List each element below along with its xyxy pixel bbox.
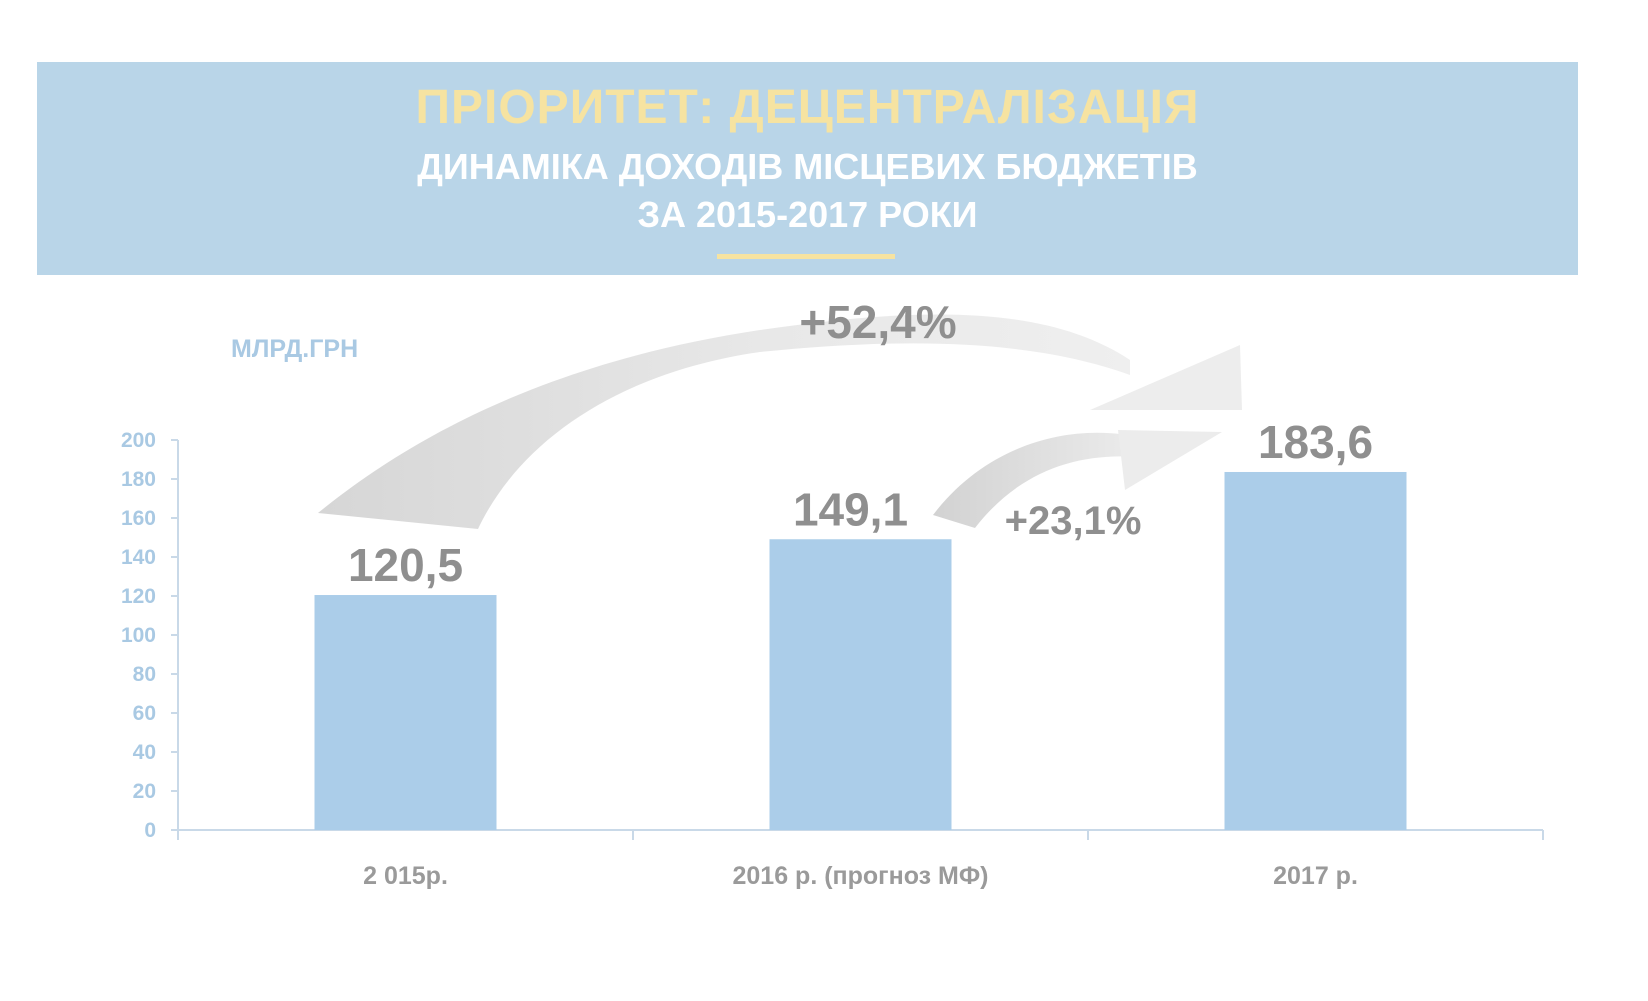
y-tick-label: 140 xyxy=(121,546,156,569)
bar xyxy=(769,539,952,830)
y-tick-label: 40 xyxy=(133,741,156,764)
x-category-label: 2016 р. (прогноз МФ) xyxy=(732,862,988,890)
y-tick-label: 0 xyxy=(144,819,156,842)
y-tick-label: 200 xyxy=(121,429,156,452)
x-category-label: 2017 р. xyxy=(1273,862,1358,890)
growth-label-2016-2017: +23,1% xyxy=(1005,499,1142,543)
chart-subtitle-line1: ДИНАМІКА ДОХОДІВ МІСЦЕВИХ БЮДЖЕТІВ xyxy=(417,146,1198,187)
growth-arrow-small xyxy=(933,432,1150,528)
growth-arrow-small-head xyxy=(1118,430,1222,490)
chart-subtitle-line2: ЗА 2015-2017 РОКИ xyxy=(637,194,978,235)
bar-value-label: 183,6 xyxy=(1258,416,1373,468)
bar xyxy=(1224,471,1407,830)
y-tick-label: 60 xyxy=(133,702,156,725)
y-tick-label: 120 xyxy=(121,585,156,608)
growth-label-2015-2017: +52,4% xyxy=(799,296,956,348)
bar-value-label: 149,1 xyxy=(793,483,908,535)
x-category-label: 2 015р. xyxy=(363,862,448,890)
bar xyxy=(314,595,497,830)
title-underline xyxy=(717,254,895,259)
page-title: ПРІОРИТЕТ: ДЕЦЕНТРАЛІЗАЦІЯ xyxy=(415,81,1200,134)
y-tick-label: 20 xyxy=(133,780,156,803)
header-banner: ПРІОРИТЕТ: ДЕЦЕНТРАЛІЗАЦІЯ ДИНАМІКА ДОХО… xyxy=(37,62,1578,275)
y-tick-label: 160 xyxy=(121,507,156,530)
y-axis-unit-label: МЛРД.ГРН xyxy=(231,335,359,363)
growth-arrow-big-head xyxy=(1090,345,1242,410)
y-tick-label: 180 xyxy=(121,468,156,491)
bar-value-label: 120,5 xyxy=(348,539,463,591)
growth-arrow-big xyxy=(318,314,1130,529)
y-tick-label: 80 xyxy=(133,663,156,686)
y-tick-label: 100 xyxy=(121,624,156,647)
